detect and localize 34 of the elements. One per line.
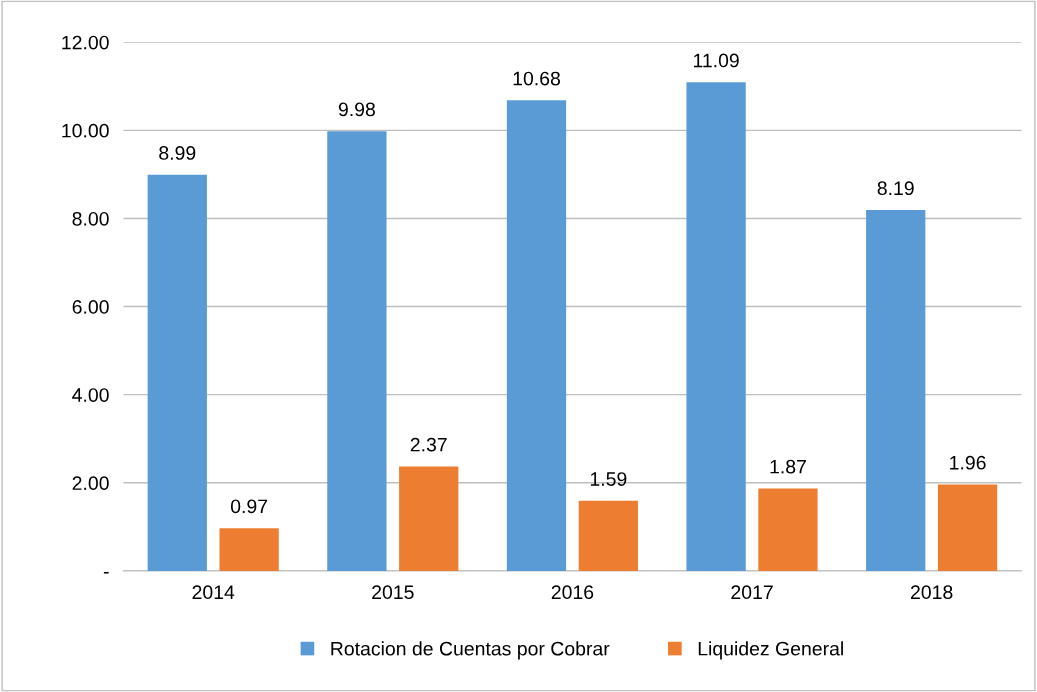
bar — [686, 82, 746, 571]
bar — [327, 131, 387, 571]
y-tick-label: 8.00 — [72, 211, 109, 226]
data-label: 10.68 — [513, 71, 560, 86]
x-tick-label: 2018 — [910, 585, 953, 600]
y-tick-label: - — [103, 572, 109, 574]
data-label: 8.99 — [159, 146, 196, 160]
legend-label: Liquidez General — [698, 641, 843, 660]
y-tick-label: 6.00 — [72, 300, 109, 314]
data-label: 1.87 — [770, 459, 806, 474]
y-tick-label: 4.00 — [72, 388, 109, 402]
legend-label: Rotacion de Cuentas por Cobrar — [331, 641, 610, 660]
bar — [866, 210, 926, 571]
y-tick-label: 10.00 — [62, 123, 109, 138]
data-label: 9.98 — [338, 102, 375, 117]
bar — [578, 500, 638, 571]
data-label: 11.09 — [693, 53, 739, 68]
data-label: 8.19 — [877, 181, 914, 196]
x-tick-label: 2014 — [192, 585, 235, 600]
x-tick-label: 2016 — [551, 585, 594, 600]
y-tick-label: 12.00 — [62, 35, 109, 50]
data-label: 1.59 — [590, 472, 627, 486]
bar — [399, 466, 459, 571]
y-tick-label: 2.00 — [72, 476, 109, 491]
bar — [147, 174, 207, 571]
bar — [758, 488, 818, 571]
data-label: 0.97 — [230, 499, 268, 514]
bar — [937, 484, 998, 571]
x-tick-label: 2015 — [372, 585, 414, 600]
bar — [506, 100, 567, 571]
data-label: 2.37 — [410, 437, 447, 452]
bar — [219, 528, 279, 571]
x-tick-label: 2017 — [731, 585, 773, 600]
data-label: 1.96 — [950, 455, 986, 470]
